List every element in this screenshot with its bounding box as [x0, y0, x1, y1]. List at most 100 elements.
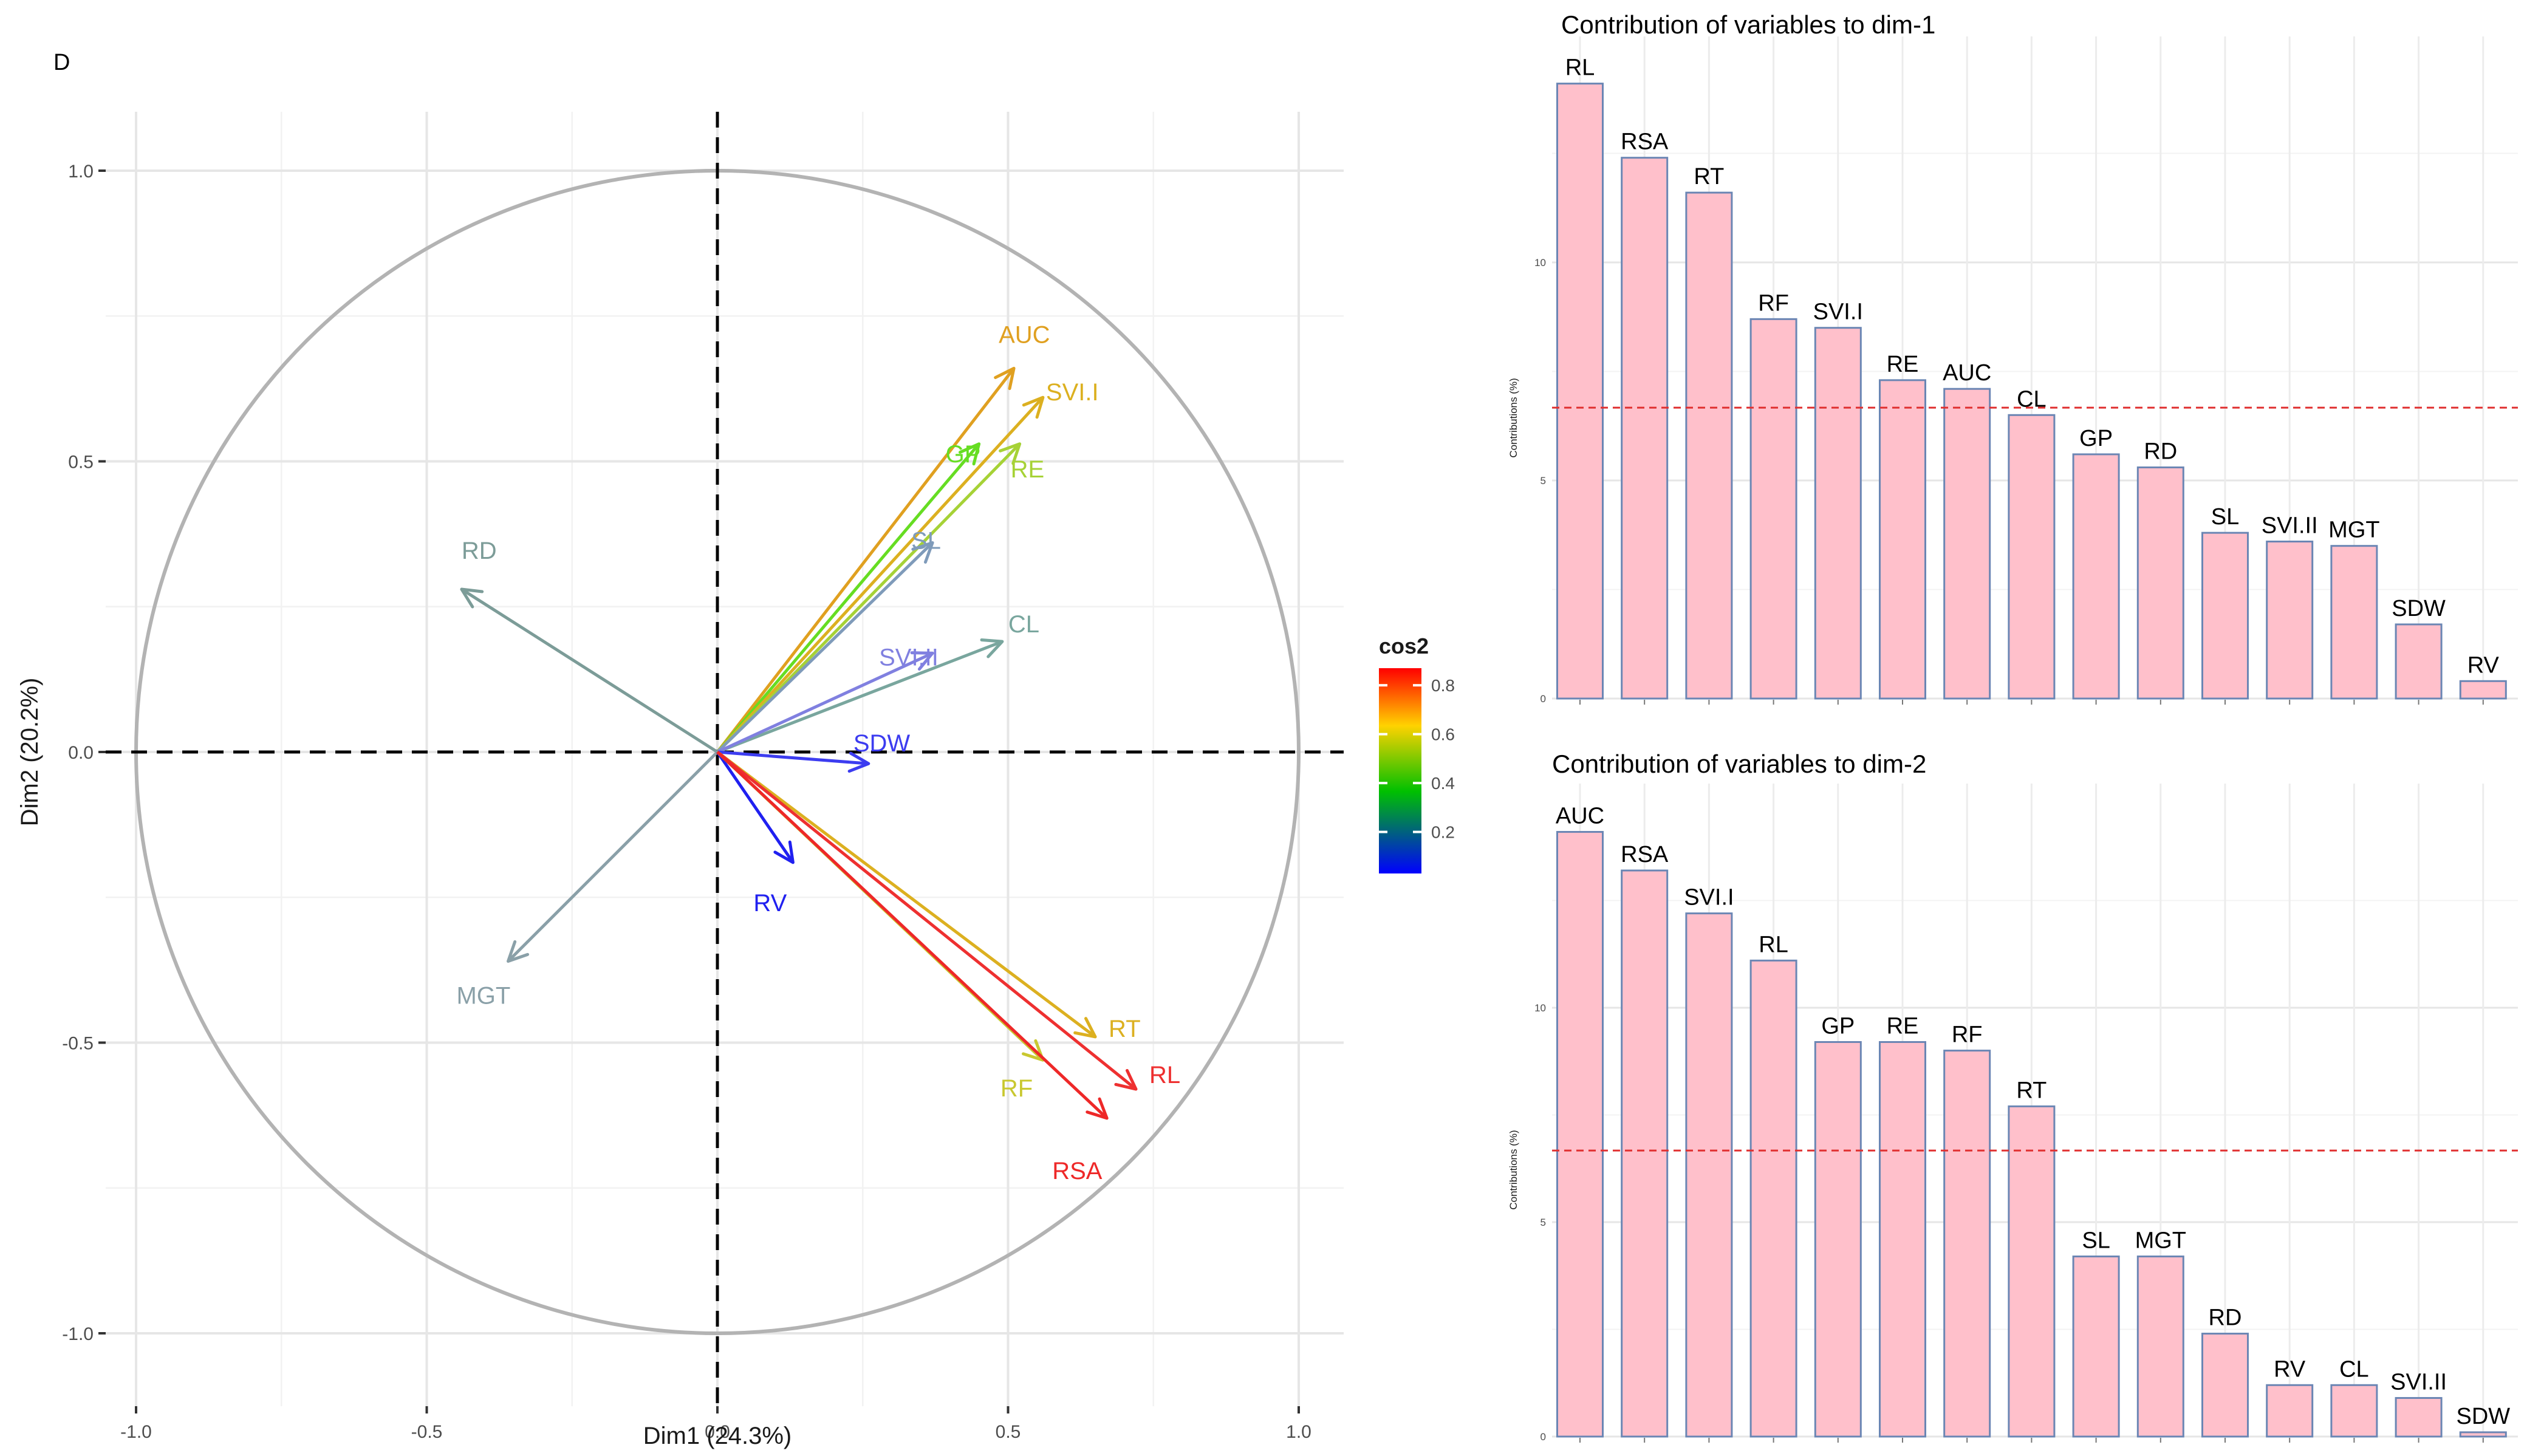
bar2-bar-rect — [1621, 869, 1669, 1438]
bar1-bar-rect — [2201, 531, 2249, 700]
bar1-bar-rect — [1749, 318, 1797, 700]
legend-tick-label: 0.8 — [1431, 676, 1455, 695]
pca-vector-label: RE — [1011, 456, 1045, 483]
bar2-bar-label: RF — [1952, 1022, 1983, 1048]
pca-vector-line — [716, 751, 1096, 1038]
pca-vector-label: RV — [753, 890, 787, 917]
bar2-bar-label: SVI.II — [2390, 1369, 2447, 1395]
bar2-bar-rect — [2266, 1384, 2314, 1438]
pca-x-tick-label: -1.0 — [120, 1422, 152, 1442]
bar2-bar-gp: GP — [1814, 1013, 1862, 1438]
pca-vector-line — [716, 751, 795, 864]
pca-vector-arrowhead — [460, 587, 484, 609]
pca-vector-label: RSA — [1052, 1158, 1103, 1184]
pca-vector-arrowhead — [847, 751, 870, 773]
bar-chart-dim1-title: Contribution of variables to dim-1 — [1561, 10, 1935, 39]
bar-chart-dim1-y-axis-title: Contributions (%) — [1508, 378, 1519, 457]
pca-vector-arrowhead — [910, 651, 934, 671]
pca-vector-arrowhead — [1086, 1097, 1109, 1120]
pca-vector-arrowhead — [506, 940, 530, 963]
bar1-bar-rect — [1685, 191, 1733, 700]
pca-vector-re: RE — [716, 442, 1045, 753]
pca-vector-line — [716, 751, 1137, 1091]
bar2-bar-label: RL — [1759, 932, 1788, 957]
legend-tick-label: 0.4 — [1431, 774, 1455, 793]
bar1-bar-sl: SL — [2201, 504, 2249, 700]
bar2-bar-mgt: MGT — [2135, 1228, 2186, 1438]
bar2-bar-label: RT — [2016, 1078, 2047, 1103]
bar1-bar-label: RV — [2467, 652, 2500, 678]
bar1-y-tick-label: 0 — [1540, 693, 1546, 705]
bar2-bar-svi-ii: SVI.II — [2390, 1369, 2447, 1438]
pca-vector-line — [716, 367, 1016, 753]
pca-vector-line — [716, 751, 1108, 1119]
bar2-bar-rt: RT — [2008, 1078, 2056, 1438]
bar-chart-dim1-bars: RL RSA RT RF SVI.I RE AUC CL GP RD SL SVI.II MGT SDW R… — [1556, 55, 2507, 700]
pca-vector-rsa: RSA — [716, 751, 1109, 1184]
pca-vector-gp: GP — [716, 441, 980, 753]
bar-chart-dim2-title: Contribution of variables to dim-2 — [1552, 750, 1926, 778]
bar1-y-tick-label: 10 — [1534, 257, 1546, 268]
bar2-y-tick-label: 0 — [1540, 1431, 1546, 1443]
bar2-bar-rd: RD — [2201, 1305, 2249, 1438]
bar2-bar-sl: SL — [2072, 1228, 2120, 1438]
pca-vector-arrowhead — [999, 442, 1022, 465]
pca-x-tick-label: 0.0 — [705, 1422, 730, 1442]
pca-vector-sl: SL — [716, 527, 941, 753]
bar2-bar-auc: AUC — [1556, 804, 1604, 1438]
bar1-bar-label: RE — [1887, 352, 1919, 377]
pca-vector-arrowhead — [773, 840, 795, 864]
pca-vector-line — [716, 443, 980, 753]
pca-vector-label: CL — [1008, 611, 1039, 638]
bar2-bar-label: CL — [2339, 1356, 2369, 1382]
cos2-legend: cos2 0.2 0.4 0.6 0.8 — [1379, 634, 1455, 873]
pca-vector-arrowhead — [1022, 395, 1045, 419]
pca-vector-line — [460, 587, 719, 754]
pca-y-tick-label: 0.0 — [68, 743, 94, 763]
pca-vector-arrowhead — [980, 638, 1004, 658]
legend-tick-label: 0.6 — [1431, 725, 1455, 744]
bar1-bar-rl: RL — [1556, 55, 1604, 700]
pca-vector-arrowhead — [1114, 1068, 1138, 1091]
pca-vector-label: RF — [1000, 1075, 1033, 1102]
pca-vector-rd: RD — [460, 538, 719, 754]
pca-vector-label: SL — [911, 527, 941, 554]
pca-vectors: AUC GP SVI.I RE SL CL SVI.II SDW RD MGT RV RT RF RL RS… — [456, 321, 1180, 1184]
bar-chart-dim1: Contribution of variables to dim-1 0510 … — [1508, 10, 2518, 705]
pca-vector-line — [717, 750, 869, 765]
bar2-bar-rect — [2459, 1431, 2507, 1438]
bar2-bar-rect — [1685, 912, 1733, 1438]
bar1-bar-label: SVI.II — [2262, 513, 2318, 539]
bar2-bar-label: RD — [2209, 1305, 2242, 1331]
pca-vector-line — [507, 751, 719, 963]
bar1-bar-label: RT — [1694, 164, 1724, 190]
bar1-bar-label: RF — [1758, 290, 1789, 316]
bar1-bar-auc: AUC — [1943, 360, 1991, 700]
pca-vector-line — [716, 652, 934, 754]
pca-x-tick-label: -0.5 — [411, 1422, 443, 1442]
bar1-bar-rv: RV — [2459, 652, 2507, 700]
pca-y-tick-label: -1.0 — [62, 1324, 94, 1344]
bar1-bar-rect — [1943, 388, 1991, 700]
bar1-bar-rect — [2136, 466, 2184, 700]
bar1-bar-label: MGT — [2328, 518, 2379, 543]
bar2-bar-rsa: RSA — [1621, 842, 1669, 1438]
bar1-bar-rect — [1556, 83, 1604, 700]
bar1-bar-cl: CL — [2008, 386, 2056, 700]
pca-x-tick-label: 1.0 — [1286, 1422, 1311, 1442]
legend-title: cos2 — [1379, 634, 1429, 658]
bar1-bar-svi-ii: SVI.II — [2262, 513, 2318, 700]
bar1-bar-label: RSA — [1621, 129, 1669, 155]
pca-y-tick-label: 1.0 — [68, 162, 94, 182]
pca-vector-label: RL — [1149, 1062, 1180, 1089]
bar1-bar-label: SVI.I — [1813, 299, 1863, 325]
pca-vector-arrowhead — [1073, 1017, 1097, 1039]
bar1-bar-rect — [2008, 414, 2056, 700]
pca-vector-line — [716, 443, 1021, 753]
bar1-bar-rd: RD — [2136, 439, 2184, 700]
pca-x-axis-title: Dim1 (24.3%) — [643, 1423, 792, 1449]
bar2-bar-rect — [2395, 1396, 2443, 1438]
bar-chart-dim2: Contribution of variables to dim-2 0510 … — [1508, 750, 2518, 1443]
bar2-bar-rect — [2072, 1255, 2120, 1438]
